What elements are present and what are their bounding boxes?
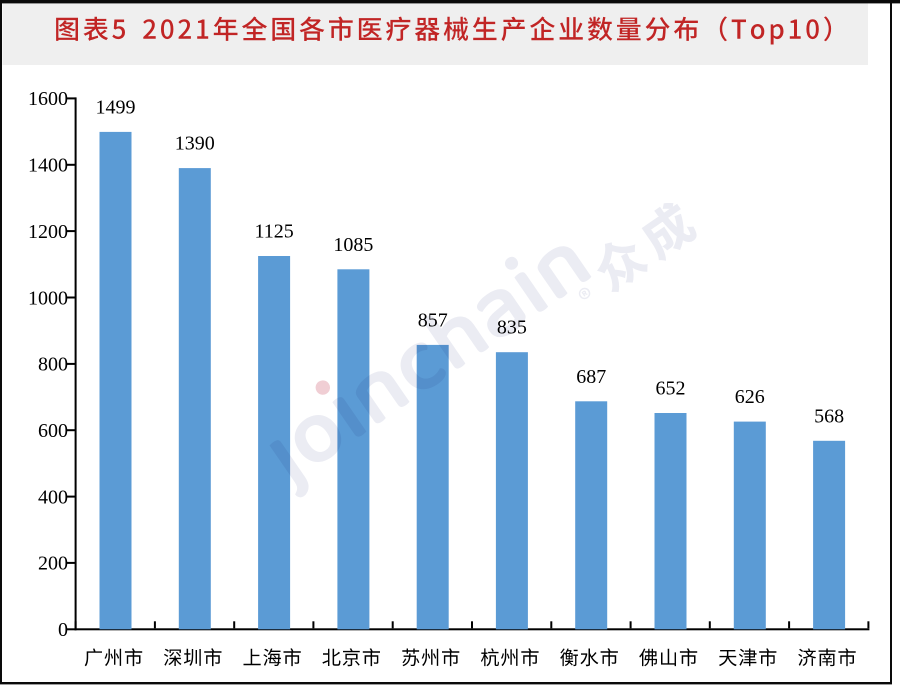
svg-text:1400: 1400 — [28, 155, 68, 177]
svg-text:626: 626 — [735, 386, 765, 408]
svg-text:400: 400 — [38, 486, 68, 508]
svg-text:652: 652 — [656, 378, 686, 400]
svg-text:1600: 1600 — [28, 88, 68, 110]
svg-text:1499: 1499 — [96, 96, 136, 118]
svg-text:1200: 1200 — [28, 221, 68, 243]
svg-text:600: 600 — [38, 420, 68, 442]
svg-text:200: 200 — [38, 553, 68, 575]
svg-text:1000: 1000 — [28, 287, 68, 309]
svg-text:1390: 1390 — [175, 133, 215, 155]
svg-text:0: 0 — [58, 619, 68, 641]
svg-text:687: 687 — [576, 366, 606, 388]
svg-text:1125: 1125 — [254, 221, 293, 243]
svg-text:800: 800 — [38, 354, 68, 376]
svg-text:568: 568 — [814, 405, 844, 427]
svg-text:1085: 1085 — [333, 234, 373, 256]
